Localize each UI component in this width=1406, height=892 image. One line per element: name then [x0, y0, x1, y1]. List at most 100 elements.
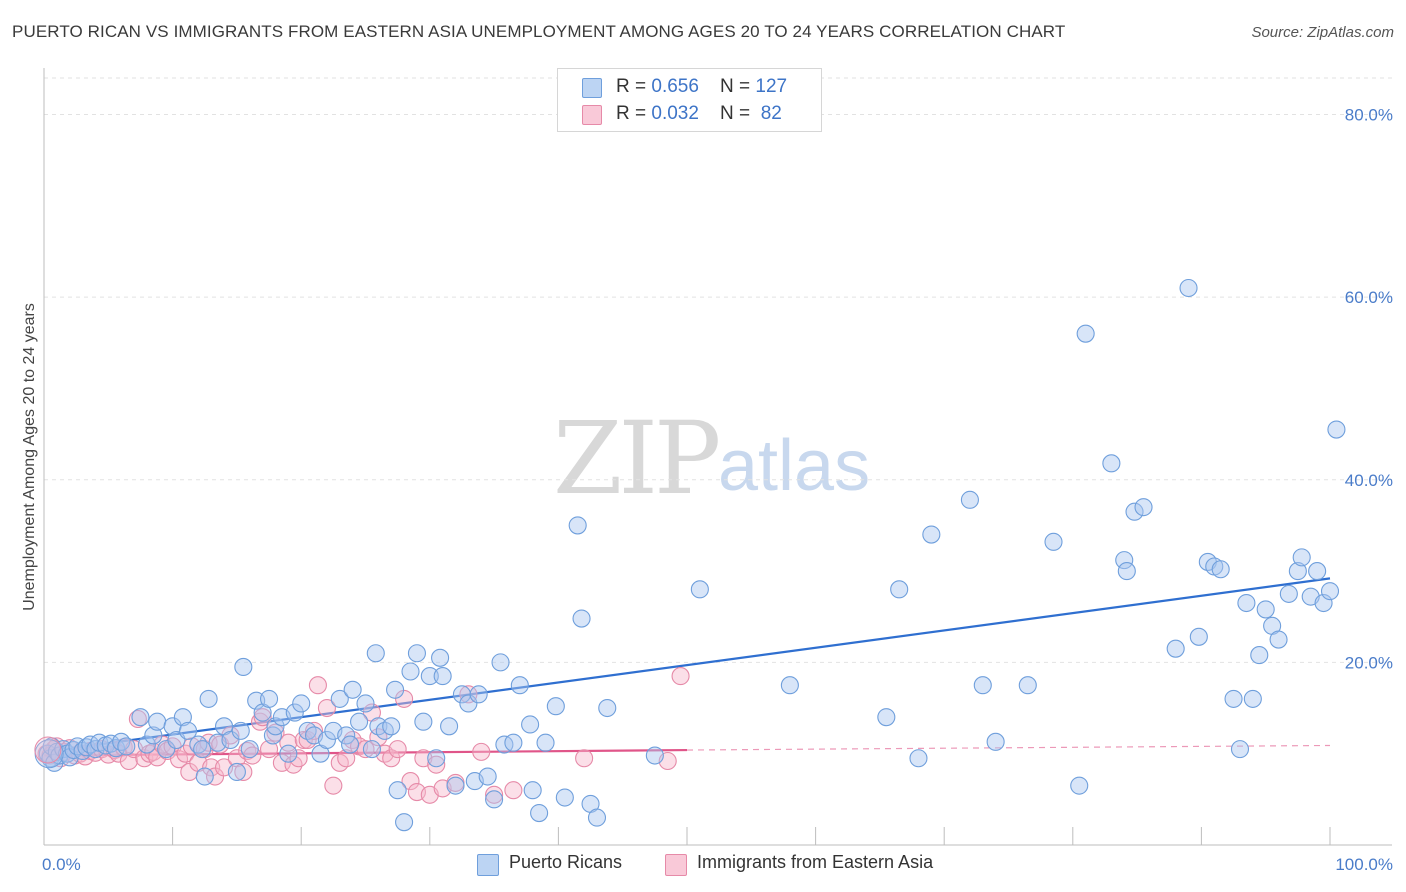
- point-puerto-ricans: [909, 749, 928, 768]
- watermark-atlas: atlas: [718, 426, 871, 506]
- point-eastern-asia: [472, 742, 491, 761]
- point-puerto-ricans: [572, 609, 591, 628]
- bottom-legend-label: Immigrants from Eastern Asia: [697, 852, 934, 872]
- point-puerto-ricans: [1314, 593, 1333, 613]
- point-puerto-ricans: [1250, 646, 1269, 665]
- correlation-legend: R = 0.656 N = 127 R = 0.032 N = 82: [557, 68, 822, 132]
- point-puerto-ricans: [240, 740, 259, 759]
- point-puerto-ricans: [117, 737, 136, 756]
- point-puerto-ricans: [330, 689, 349, 708]
- point-puerto-ricans: [446, 776, 465, 795]
- point-puerto-ricans: [1134, 498, 1153, 517]
- point-eastern-asia: [176, 744, 195, 763]
- point-puerto-ricans: [343, 680, 362, 699]
- point-puerto-ricans: [960, 490, 979, 509]
- point-puerto-ricans: [478, 767, 497, 786]
- point-eastern-asia: [459, 685, 478, 704]
- point-puerto-ricans: [530, 803, 549, 823]
- legend-n-value: 82: [755, 103, 782, 124]
- point-puerto-ricans: [546, 697, 565, 716]
- point-eastern-asia: [305, 721, 324, 740]
- point-puerto-ricans: [292, 694, 311, 713]
- tick-labels: 20.0% 40.0% 60.0% 80.0% 0.0% 100.0%: [42, 106, 1393, 874]
- point-puerto-ricans: [1292, 548, 1311, 567]
- bottom-legend-label: Puerto Ricans: [509, 852, 623, 872]
- point-puerto-ricans: [504, 733, 523, 752]
- point-puerto-ricans: [144, 726, 163, 745]
- point-puerto-ricans: [1256, 600, 1275, 619]
- point-puerto-ricans: [148, 712, 167, 731]
- point-eastern-asia: [289, 749, 308, 768]
- y-tick-label: 60.0%: [1345, 288, 1393, 307]
- point-puerto-ricans: [1125, 502, 1144, 521]
- point-puerto-ricans: [568, 516, 587, 535]
- point-puerto-ricans: [1166, 639, 1185, 658]
- point-puerto-ricans: [173, 708, 192, 727]
- y-tick-label: 40.0%: [1345, 471, 1393, 490]
- watermark-zip: ZIP: [553, 400, 721, 517]
- point-eastern-asia: [298, 730, 317, 750]
- point-puerto-ricans: [433, 667, 452, 686]
- point-puerto-ricans: [890, 580, 909, 599]
- point-puerto-ricans: [536, 733, 555, 752]
- point-puerto-ricans: [877, 708, 896, 727]
- point-puerto-ricans: [1115, 551, 1134, 570]
- point-puerto-ricans: [922, 525, 941, 544]
- point-puerto-ricans: [491, 653, 510, 672]
- point-puerto-ricans: [459, 694, 478, 713]
- point-puerto-ricans: [1269, 630, 1288, 649]
- point-puerto-ricans: [341, 735, 360, 754]
- legend-r-label: R =: [616, 103, 652, 124]
- point-puerto-ricans: [440, 717, 459, 736]
- point-eastern-asia: [308, 676, 327, 695]
- point-eastern-asia: [369, 728, 388, 747]
- point-puerto-ricans: [469, 685, 488, 704]
- point-puerto-ricans: [1102, 454, 1121, 473]
- point-puerto-ricans: [199, 689, 218, 708]
- point-puerto-ricans: [587, 808, 607, 827]
- point-puerto-ricans: [388, 781, 407, 800]
- point-puerto-ricans: [350, 712, 369, 731]
- point-puerto-ricans: [1224, 689, 1243, 708]
- legend-n-label: N =: [720, 76, 756, 97]
- point-puerto-ricans: [366, 644, 385, 663]
- point-puerto-ricans: [369, 717, 388, 736]
- point-puerto-ricans: [356, 694, 375, 713]
- point-puerto-ricans: [227, 762, 246, 782]
- point-puerto-ricans: [485, 790, 504, 809]
- point-eastern-asia: [485, 785, 504, 804]
- point-puerto-ricans: [780, 676, 799, 695]
- point-puerto-ricans: [1044, 532, 1063, 551]
- point-puerto-ricans: [510, 676, 529, 695]
- gridlines: [44, 77, 1392, 663]
- point-eastern-asia: [259, 740, 279, 759]
- point-puerto-ricans: [1327, 420, 1346, 439]
- y-axis-label: Unemployment Among Ages 20 to 24 years: [21, 303, 38, 611]
- point-eastern-asia: [294, 730, 313, 750]
- point-eastern-asia: [575, 749, 594, 768]
- point-puerto-ricans: [221, 730, 240, 750]
- chart-title: PUERTO RICAN VS IMMIGRANTS FROM EASTERN …: [12, 22, 1066, 41]
- point-puerto-ricans: [431, 648, 450, 667]
- y-tick-label: 20.0%: [1345, 653, 1393, 672]
- x-tick-label: 0.0%: [42, 855, 81, 874]
- point-eastern-asia: [234, 762, 253, 782]
- bottom-legend-swatch-pink: [665, 854, 687, 876]
- point-eastern-asia: [202, 758, 221, 777]
- point-puerto-ricans: [1018, 676, 1037, 695]
- point-puerto-ricans: [259, 689, 279, 708]
- point-puerto-ricans: [973, 676, 992, 695]
- point-eastern-asia: [504, 781, 523, 800]
- point-puerto-ricans: [427, 749, 446, 768]
- axes: [43, 68, 1392, 846]
- point-puerto-ricans: [414, 712, 433, 731]
- bottom-legend-swatch-blue: [477, 854, 499, 876]
- legend-swatch-pink: [582, 105, 602, 125]
- point-eastern-asia: [128, 709, 147, 729]
- point-eastern-asia: [324, 776, 343, 795]
- point-puerto-ricans: [986, 732, 1005, 751]
- point-eastern-asia: [211, 735, 230, 754]
- point-puerto-ricans: [137, 735, 156, 754]
- point-puerto-ricans: [407, 644, 426, 663]
